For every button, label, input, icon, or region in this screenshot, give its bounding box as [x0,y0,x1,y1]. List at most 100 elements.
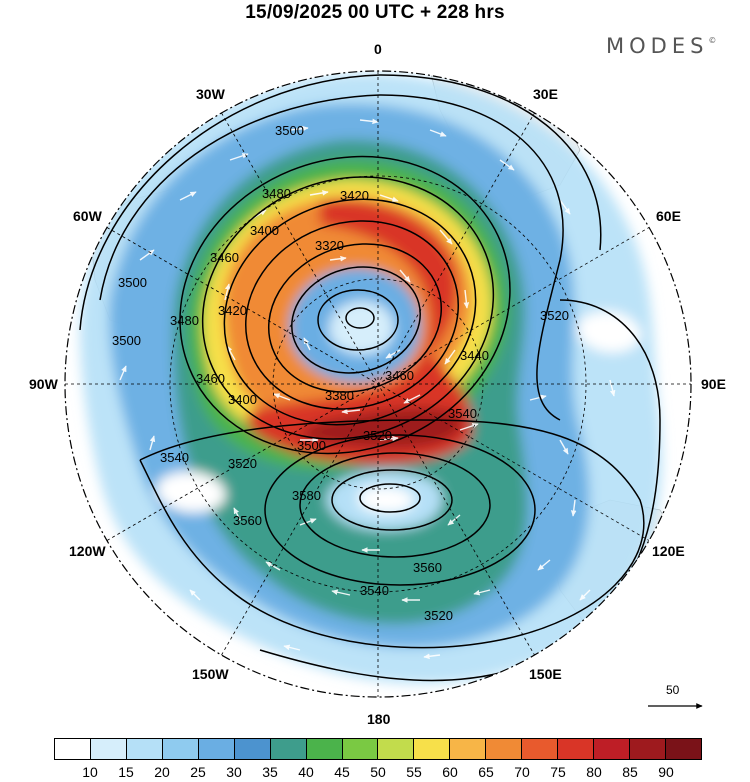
longitude-label: 30E [533,86,558,102]
contour-label: 3580 [292,488,321,503]
contour-label: 3560 [413,560,442,575]
colorbar-swatch [234,739,271,759]
wind-vector [463,289,470,309]
longitude-label: 60E [656,208,681,224]
wind-vector [233,507,241,521]
contour-line [264,434,536,586]
wind-speed-colorbar [54,738,702,760]
colorbar-tick-label: 40 [298,764,314,780]
low-calm-center [358,486,415,513]
wind-vector [224,283,231,301]
longitude-label: 90E [701,376,726,392]
modes-logo: MODES© [606,34,716,58]
contour-line [299,452,491,558]
wind-vector [226,345,236,361]
speed-75-80 [247,199,473,465]
wind-vector [119,365,127,381]
longitude-label: 120E [652,543,685,559]
colorbar-tick-label: 25 [190,764,206,780]
colorbar-swatch [198,739,235,759]
colorbar-swatch [522,739,559,759]
wind-vector [139,249,155,261]
longitude-label: 180 [367,711,391,727]
contour-label: 3540 [448,406,477,421]
contour-label: 3380 [325,388,354,403]
colorbar-tick-label: 45 [334,764,350,780]
contour-label: 3520 [228,456,257,471]
contour-label: 3460 [196,371,225,386]
contour-label: 3480 [262,186,291,201]
contour-label: 3540 [160,450,189,465]
colorbar-swatch [342,739,379,759]
contour-line [139,419,645,649]
graticule [65,71,691,697]
contour-label: 3560 [233,513,262,528]
wind-vector [299,518,317,526]
contour-label: 3520 [540,308,569,323]
wind-vector [579,589,591,601]
wind-vector [359,118,379,125]
copyright-mark: © [708,36,717,45]
height-contours [79,74,661,682]
contour-label: 3500 [297,438,326,453]
contour-line [291,266,421,374]
wind-vector [273,393,291,401]
wind-vector [331,589,351,596]
contour-label: 3500 [275,123,304,138]
latitude-circle [272,278,484,490]
wind-vector [283,644,301,651]
meridian-150 [221,112,535,656]
contour-line [99,94,564,421]
contour-label: 3520 [424,608,453,623]
colorbar-tick-label: 70 [514,764,530,780]
wind-vector [303,337,311,351]
wind-vector [499,159,515,171]
wind-vector [189,589,201,601]
colorbar-tick-label: 15 [118,764,134,780]
wind-vector [379,435,399,442]
wind-vectors [119,118,616,660]
contour-line [244,220,460,410]
colorbar-swatch [594,739,630,759]
contour-label: 3400 [250,223,279,238]
colorbar-tick-label: 10 [82,764,98,780]
colorbar-swatch [90,739,127,759]
colorbar-swatch [306,739,343,759]
contour-label: 3400 [228,392,257,407]
contour-label: 3420 [340,188,369,203]
colorbar-tick-labels: 10 15 20 25 30 35 40 45 50 55 60 65 70 75 80 85 90 [54,764,702,780]
longitude-label: 60W [73,208,102,224]
wind-vector [473,589,491,596]
wind-vector [423,653,441,660]
wind-vector [429,129,447,137]
wind-vector [559,439,569,455]
wind-vector [379,194,399,202]
contour-line [331,469,453,531]
colorbar-swatch [558,739,595,759]
map-boundary [64,70,692,698]
wind-speed-shading [80,73,662,684]
contour-line [179,155,511,455]
brand-text: MODES [606,34,709,58]
colorbar-swatch [270,739,307,759]
wind-vector [609,379,616,397]
wind-vector [570,499,577,517]
contour-label: 3540 [360,583,389,598]
colorbar-tick-label: 65 [478,764,494,780]
colorbar-swatch [126,739,163,759]
contour-label: 3520 [363,428,392,443]
contour-line [317,289,399,351]
wind-vector [385,349,401,359]
contour-label: 3460 [210,250,239,265]
longitude-label: 90W [29,376,58,392]
contour-label: 3500 [112,333,141,348]
contour-line [201,176,495,440]
colorbar-tick-label: 85 [622,764,638,780]
contour-label: 3320 [315,238,344,253]
colorbar-tick-label: 55 [406,764,422,780]
longitude-label: 0 [374,41,382,57]
wind-vector [403,394,421,404]
